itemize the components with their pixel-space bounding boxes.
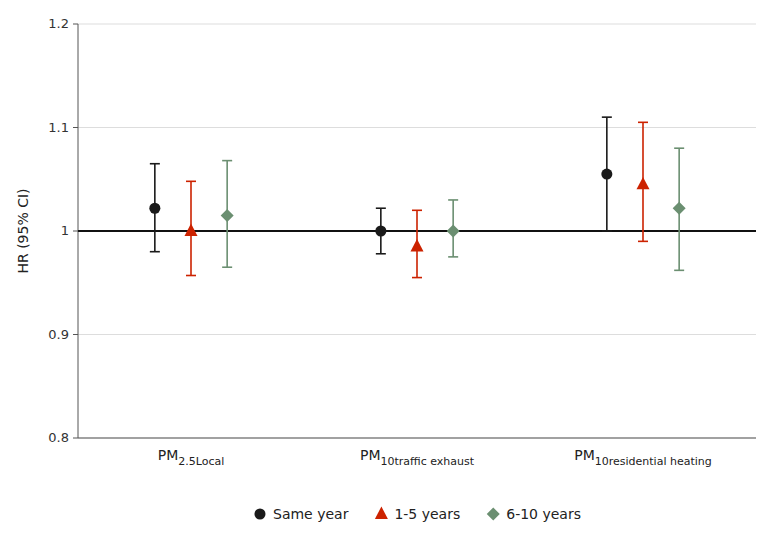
point xyxy=(601,169,612,180)
error-cap xyxy=(448,199,458,201)
category-label: PM2.5Local xyxy=(158,447,225,468)
series xyxy=(185,122,650,277)
point xyxy=(673,202,686,215)
legend-label: 1-5 years xyxy=(394,506,460,522)
error-cap xyxy=(674,147,684,149)
label-main: PM xyxy=(360,447,381,463)
error-cap xyxy=(638,241,648,243)
chart: 0.80.911.11.2HR (95% CI)PM2.5LocalPM10tr… xyxy=(0,0,780,548)
label-sub: 2.5Local xyxy=(178,455,224,468)
legend-item: Same year xyxy=(254,506,348,522)
error-cap xyxy=(150,251,160,253)
grid-line xyxy=(78,334,756,335)
legend: Same year 1-5 years 6-10 years xyxy=(254,506,581,522)
error-cap xyxy=(602,116,612,118)
axis-line xyxy=(78,438,756,439)
grid-line xyxy=(78,127,756,128)
y-axis-label: HR (95% CI) xyxy=(15,188,31,273)
error-cap xyxy=(376,207,386,209)
tick-label: 1.2 xyxy=(48,16,69,31)
grid-line xyxy=(78,24,756,25)
tick-label: 0.9 xyxy=(48,327,69,342)
point xyxy=(149,203,160,214)
error-cap xyxy=(674,270,684,272)
legend-symbol xyxy=(254,508,265,519)
series xyxy=(221,148,686,270)
error-cap xyxy=(448,256,458,258)
point xyxy=(447,225,460,238)
plot-area xyxy=(78,117,756,277)
point xyxy=(221,209,234,222)
error-cap xyxy=(186,181,196,183)
error-cap xyxy=(150,163,160,165)
point xyxy=(375,225,386,236)
legend-symbol xyxy=(487,508,500,521)
grid-line xyxy=(78,438,756,439)
legend-item: 1-5 years xyxy=(375,506,460,522)
tick-mark xyxy=(73,24,78,25)
legend-item: 6-10 years xyxy=(487,506,581,522)
point xyxy=(185,224,198,236)
tick-label: 1 xyxy=(61,223,69,238)
label-sub: 10traffic exhaust xyxy=(380,455,474,468)
y-axis: 0.8 0.9 1 1.1 1.2 xyxy=(48,16,756,445)
error-cap xyxy=(412,277,422,279)
label-sub: 10residential heating xyxy=(595,455,712,468)
category-label: PM10residential heating xyxy=(574,447,712,468)
error-cap xyxy=(412,210,422,212)
error-cap xyxy=(186,275,196,277)
label-main: PM xyxy=(574,447,595,463)
legend-symbol xyxy=(375,507,388,519)
point xyxy=(411,239,424,251)
error-cap xyxy=(376,253,386,255)
tick-mark xyxy=(73,438,78,439)
error-cap xyxy=(638,122,648,124)
error-cap xyxy=(602,230,612,232)
category-label: PM10traffic exhaust xyxy=(360,447,475,468)
tick-mark xyxy=(73,127,78,128)
tick-mark xyxy=(73,334,78,335)
legend-label: Same year xyxy=(273,506,349,522)
legend-label: 6-10 years xyxy=(506,506,581,522)
series xyxy=(149,117,612,254)
point xyxy=(637,177,650,189)
error-cap xyxy=(222,160,232,162)
tick-label: 1.1 xyxy=(48,120,69,135)
tick-label: 0.8 xyxy=(48,430,69,445)
label-main: PM xyxy=(158,447,179,463)
tick-mark xyxy=(73,231,78,232)
error-cap xyxy=(222,266,232,268)
